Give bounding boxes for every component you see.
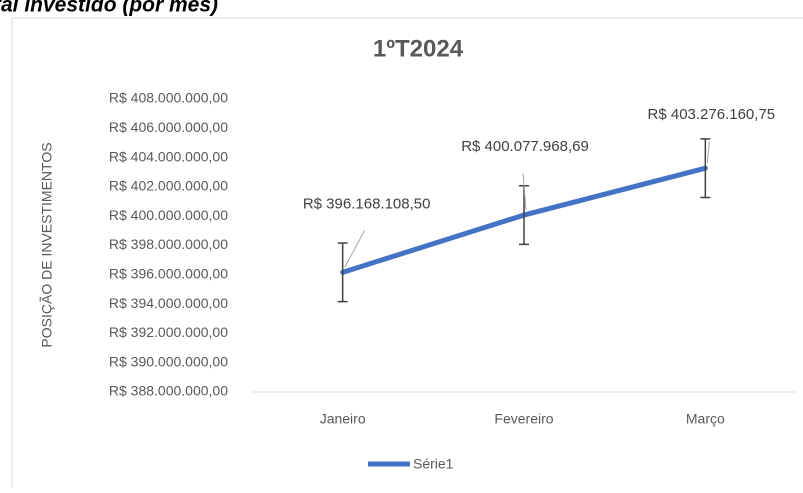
y-tick-label: R$ 394.000.000,00 (109, 295, 228, 311)
leader-line (344, 230, 366, 268)
y-tick-label: R$ 406.000.000,00 (109, 119, 228, 135)
y-tick-label: R$ 402.000.000,00 (109, 178, 228, 194)
y-tick-label: R$ 408.000.000,00 (109, 90, 228, 106)
error-bar (700, 138, 711, 199)
data-label: R$ 400.077.968,69 (461, 138, 589, 155)
x-tick-label: Fevereiro (494, 411, 553, 427)
chart-frame (11, 17, 803, 493)
data-label: R$ 403.276.160,75 (648, 106, 776, 123)
leader-line (706, 141, 710, 164)
y-tick-label: R$ 390.000.000,00 (109, 353, 228, 369)
error-bar (337, 242, 348, 303)
y-tick-label: R$ 404.000.000,00 (109, 148, 228, 164)
y-tick-label: R$ 388.000.000,00 (109, 383, 228, 399)
legend-label: Série1 (413, 456, 454, 472)
y-axis-title: POSIÇÃO DE INVESTIMENTOS (39, 142, 55, 347)
y-tick-label: R$ 400.000.000,00 (109, 207, 228, 223)
y-tick-label: R$ 392.000.000,00 (109, 324, 228, 340)
data-label: R$ 396.168.108,50 (303, 195, 431, 212)
chart-title: 1ºT2024 (373, 35, 464, 62)
x-tick-label: Março (686, 411, 725, 427)
y-tick-label: R$ 396.000.000,00 (109, 266, 228, 282)
page-heading: tal investido (por mês) (0, 0, 218, 17)
leader-line (522, 173, 527, 211)
x-tick-label: Janeiro (320, 411, 366, 427)
y-tick-label: R$ 398.000.000,00 (109, 236, 228, 252)
